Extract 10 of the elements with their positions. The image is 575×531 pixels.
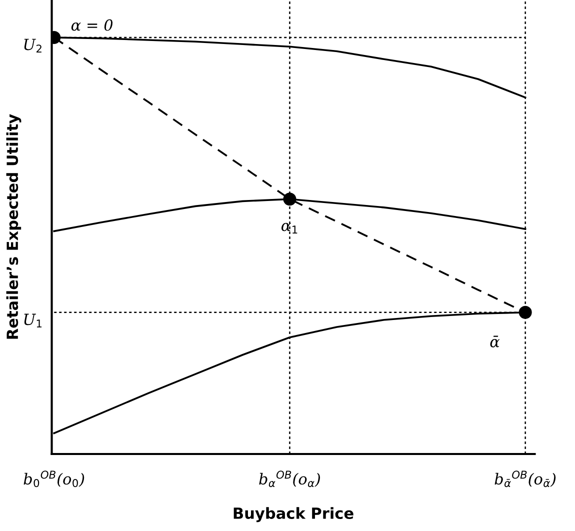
y-axis-title: Retailer’s Expected Utility — [6, 114, 22, 339]
x-tick-label: b$_{ᾱ}$$^{OB}$(o$_{ᾱ}$) — [494, 470, 556, 488]
x-tick-label: b$_{α}$$^{OB}$(o$_{α}$) — [259, 470, 320, 488]
annotation: ᾱ — [490, 336, 500, 348]
annotation: α$_{1}$ — [281, 222, 298, 234]
x-tick-label: b$_{0}$$^{OB}$(o$_{0}$) — [24, 470, 84, 488]
annotation: α = 0 — [71, 19, 113, 31]
annotation: U$_{1}$ — [24, 314, 42, 328]
x-axis-title: Buyback Price — [234, 507, 354, 522]
annotation: U$_{2}$ — [24, 38, 42, 53]
